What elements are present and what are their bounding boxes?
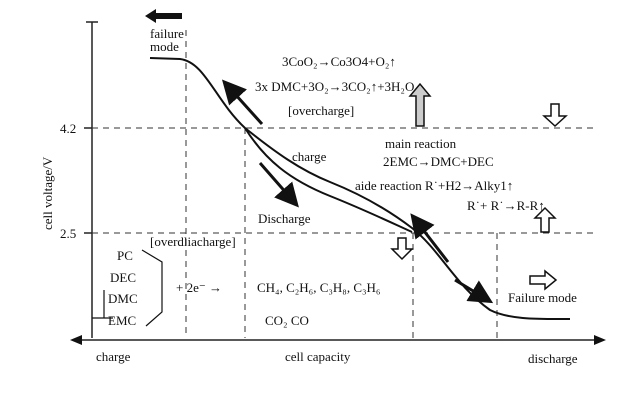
failure-mode-line2: mode — [150, 39, 179, 54]
hollow-arrow-up-overcharge — [408, 82, 432, 127]
x-left-label: charge — [96, 349, 131, 364]
y-tick-2-5: 2.5 — [60, 226, 76, 241]
solvent-list: PC DEC DMC EMC — [92, 248, 163, 328]
charge-arrow — [410, 213, 450, 263]
solvent-dec: DEC — [110, 270, 136, 285]
overcharge-eq1: 3CoO₂→Co3O4+O₂↑ — [282, 54, 396, 69]
products-oxides: CO₂ CO — [265, 313, 309, 328]
main-reaction-eq: 2EMC→DMC+DEC — [383, 154, 494, 169]
hollow-arrow-down-overdischarge — [390, 237, 414, 261]
hollow-arrow-up-side — [533, 206, 557, 233]
discharge-curve — [244, 127, 413, 233]
failure-mode-line1: failure — [150, 26, 184, 41]
discharge-arrow — [258, 162, 299, 208]
charge-label: charge — [292, 149, 327, 164]
dashed-guides — [92, 30, 595, 338]
electrons-label: + 2e⁻ → — [176, 280, 222, 295]
main-reaction-label: main reaction — [385, 136, 457, 151]
y-axis-label: cell voltage/V — [40, 156, 55, 230]
failure-mode-right: Failure mode — [508, 290, 577, 305]
failure-arrow-left — [145, 9, 182, 23]
failure-mode-top: failure mode — [150, 26, 184, 54]
hollow-arrow-down-main — [542, 103, 568, 128]
overcharge-arrow — [221, 79, 264, 126]
solvent-dmc: DMC — [108, 291, 138, 306]
solvent-emc: EMC — [108, 313, 136, 328]
y-tick-4-2: 4.2 — [60, 121, 76, 136]
hollow-arrow-right — [529, 269, 558, 291]
overcharge-label: [overcharge] — [288, 103, 354, 118]
failure-arrow-down — [454, 278, 494, 304]
x-right-label: discharge — [528, 351, 578, 366]
overcharge-eq2: 3x DMC+3O₂→3CO₂↑+3H₂O — [255, 79, 414, 94]
side-reaction-eq2: R˙+ R˙→R-R↑ — [467, 198, 545, 213]
products-hydrocarbons: CH₄, C₂H₆, C₃H₈, C₃H₆ — [257, 280, 380, 295]
x-axis-label: cell capacity — [285, 349, 351, 364]
y-axis — [84, 21, 98, 338]
side-reaction-eq1: aide reaction R˙+H2→Alky1↑ — [355, 178, 513, 193]
solvent-pc: PC — [117, 248, 133, 263]
charge-curve — [149, 57, 571, 321]
overdischarge-label: [overdliacharge] — [150, 234, 236, 249]
discharge-label: Discharge — [258, 211, 311, 226]
x-axis — [70, 335, 606, 345]
